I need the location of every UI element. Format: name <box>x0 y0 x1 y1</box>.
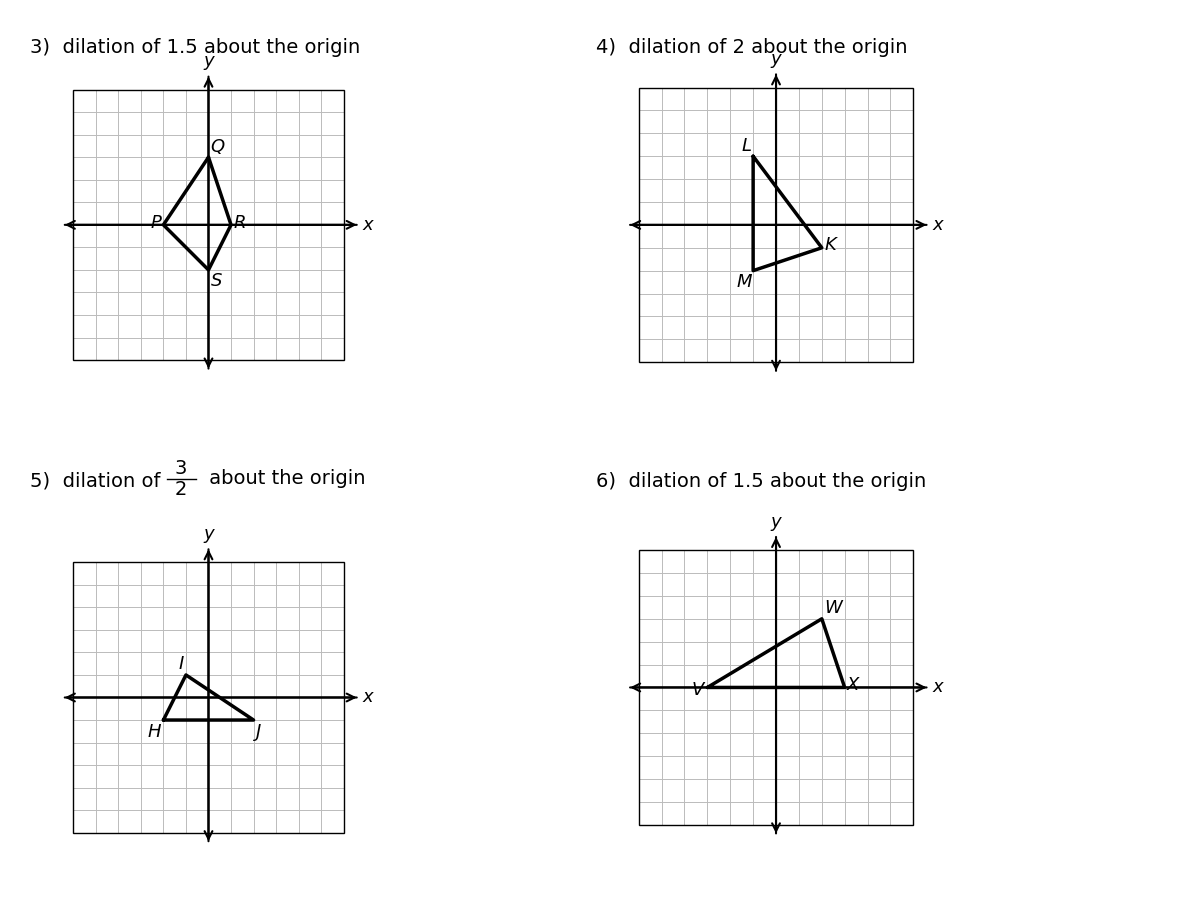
Text: M: M <box>737 273 752 291</box>
Text: y: y <box>203 525 214 543</box>
Text: K: K <box>824 236 836 255</box>
Bar <box>638 88 913 362</box>
Text: about the origin: about the origin <box>203 469 365 488</box>
Text: x: x <box>362 216 373 234</box>
Bar <box>638 551 913 824</box>
Text: L: L <box>742 137 752 155</box>
Text: x: x <box>932 216 943 234</box>
Text: 6)  dilation of 1.5 about the origin: 6) dilation of 1.5 about the origin <box>596 472 926 491</box>
Text: 2: 2 <box>175 480 187 499</box>
Text: y: y <box>770 50 781 68</box>
Text: X: X <box>847 676 859 694</box>
Text: x: x <box>362 689 373 706</box>
Text: P: P <box>150 213 161 232</box>
Text: R: R <box>233 213 246 232</box>
Bar <box>73 562 343 833</box>
Bar <box>73 90 343 360</box>
Text: y: y <box>203 52 214 71</box>
Text: W: W <box>824 598 842 616</box>
Text: y: y <box>770 513 781 530</box>
Text: 4)  dilation of 2 about the origin: 4) dilation of 2 about the origin <box>596 38 908 58</box>
Text: 3)  dilation of 1.5 about the origin: 3) dilation of 1.5 about the origin <box>30 38 360 58</box>
Text: x: x <box>932 679 943 696</box>
Text: 3: 3 <box>175 459 187 477</box>
Text: I: I <box>179 655 184 672</box>
Text: Q: Q <box>211 138 224 156</box>
Text: 5)  dilation of: 5) dilation of <box>30 472 167 491</box>
Text: H: H <box>148 724 161 741</box>
Text: J: J <box>256 724 262 741</box>
Text: V: V <box>691 681 704 699</box>
Text: S: S <box>211 272 222 290</box>
